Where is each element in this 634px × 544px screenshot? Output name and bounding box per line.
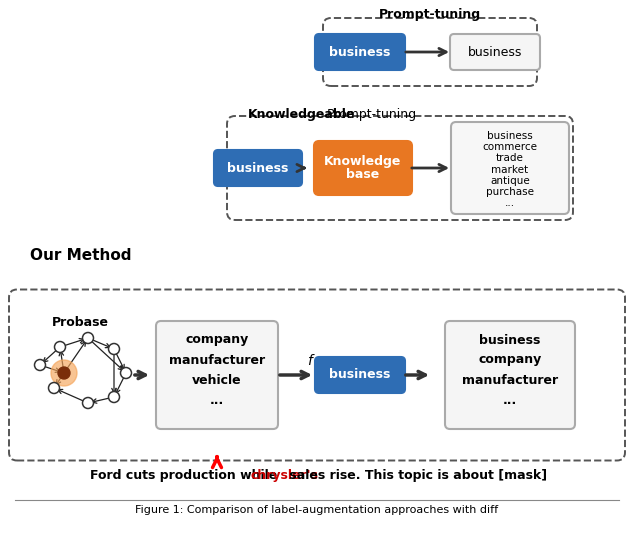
- Text: business: business: [487, 131, 533, 141]
- FancyBboxPatch shape: [445, 321, 575, 429]
- Text: ...: ...: [505, 198, 515, 208]
- Text: company: company: [479, 354, 541, 367]
- Text: base: base: [346, 169, 380, 182]
- FancyBboxPatch shape: [214, 150, 302, 186]
- Text: Knowledgeable: Knowledgeable: [248, 108, 356, 121]
- Circle shape: [34, 360, 46, 370]
- Text: Our Method: Our Method: [30, 248, 131, 263]
- Circle shape: [58, 367, 70, 379]
- FancyBboxPatch shape: [450, 34, 540, 70]
- Circle shape: [48, 382, 60, 393]
- Text: chrysler's: chrysler's: [251, 468, 319, 481]
- Text: business: business: [479, 333, 541, 347]
- Text: purchase: purchase: [486, 187, 534, 197]
- Text: Prompt-tuning: Prompt-tuning: [323, 108, 416, 121]
- Circle shape: [82, 398, 93, 409]
- Text: antique: antique: [490, 176, 530, 186]
- Text: manufacturer: manufacturer: [169, 354, 265, 367]
- Text: Probase: Probase: [51, 317, 108, 330]
- Circle shape: [108, 343, 119, 355]
- Text: manufacturer: manufacturer: [462, 374, 558, 386]
- Circle shape: [51, 360, 77, 386]
- Text: business: business: [468, 46, 522, 59]
- Text: trade: trade: [496, 153, 524, 163]
- Circle shape: [120, 368, 131, 379]
- Text: company: company: [185, 333, 249, 347]
- Text: sales rise. This topic is about [mask]: sales rise. This topic is about [mask]: [285, 468, 547, 481]
- FancyBboxPatch shape: [315, 357, 405, 393]
- Text: business: business: [329, 368, 391, 381]
- Text: commerce: commerce: [482, 142, 538, 152]
- Text: business: business: [228, 162, 288, 175]
- Circle shape: [82, 332, 93, 343]
- Text: vehicle: vehicle: [192, 374, 242, 386]
- Circle shape: [108, 392, 119, 403]
- Text: Figure 1: Comparison of label-augmentation approaches with diff: Figure 1: Comparison of label-augmentati…: [136, 505, 498, 515]
- FancyBboxPatch shape: [451, 122, 569, 214]
- Text: market: market: [491, 165, 529, 175]
- Text: Knowledge: Knowledge: [325, 154, 402, 168]
- Text: f: f: [307, 354, 313, 368]
- FancyBboxPatch shape: [156, 321, 278, 429]
- FancyBboxPatch shape: [314, 141, 412, 195]
- Circle shape: [55, 342, 65, 353]
- Text: ...: ...: [210, 393, 224, 406]
- FancyBboxPatch shape: [315, 34, 405, 70]
- Text: Ford cuts production while: Ford cuts production while: [90, 468, 281, 481]
- Text: ...: ...: [503, 393, 517, 406]
- Text: Prompt-tuning: Prompt-tuning: [379, 8, 481, 21]
- Text: business: business: [329, 46, 391, 59]
